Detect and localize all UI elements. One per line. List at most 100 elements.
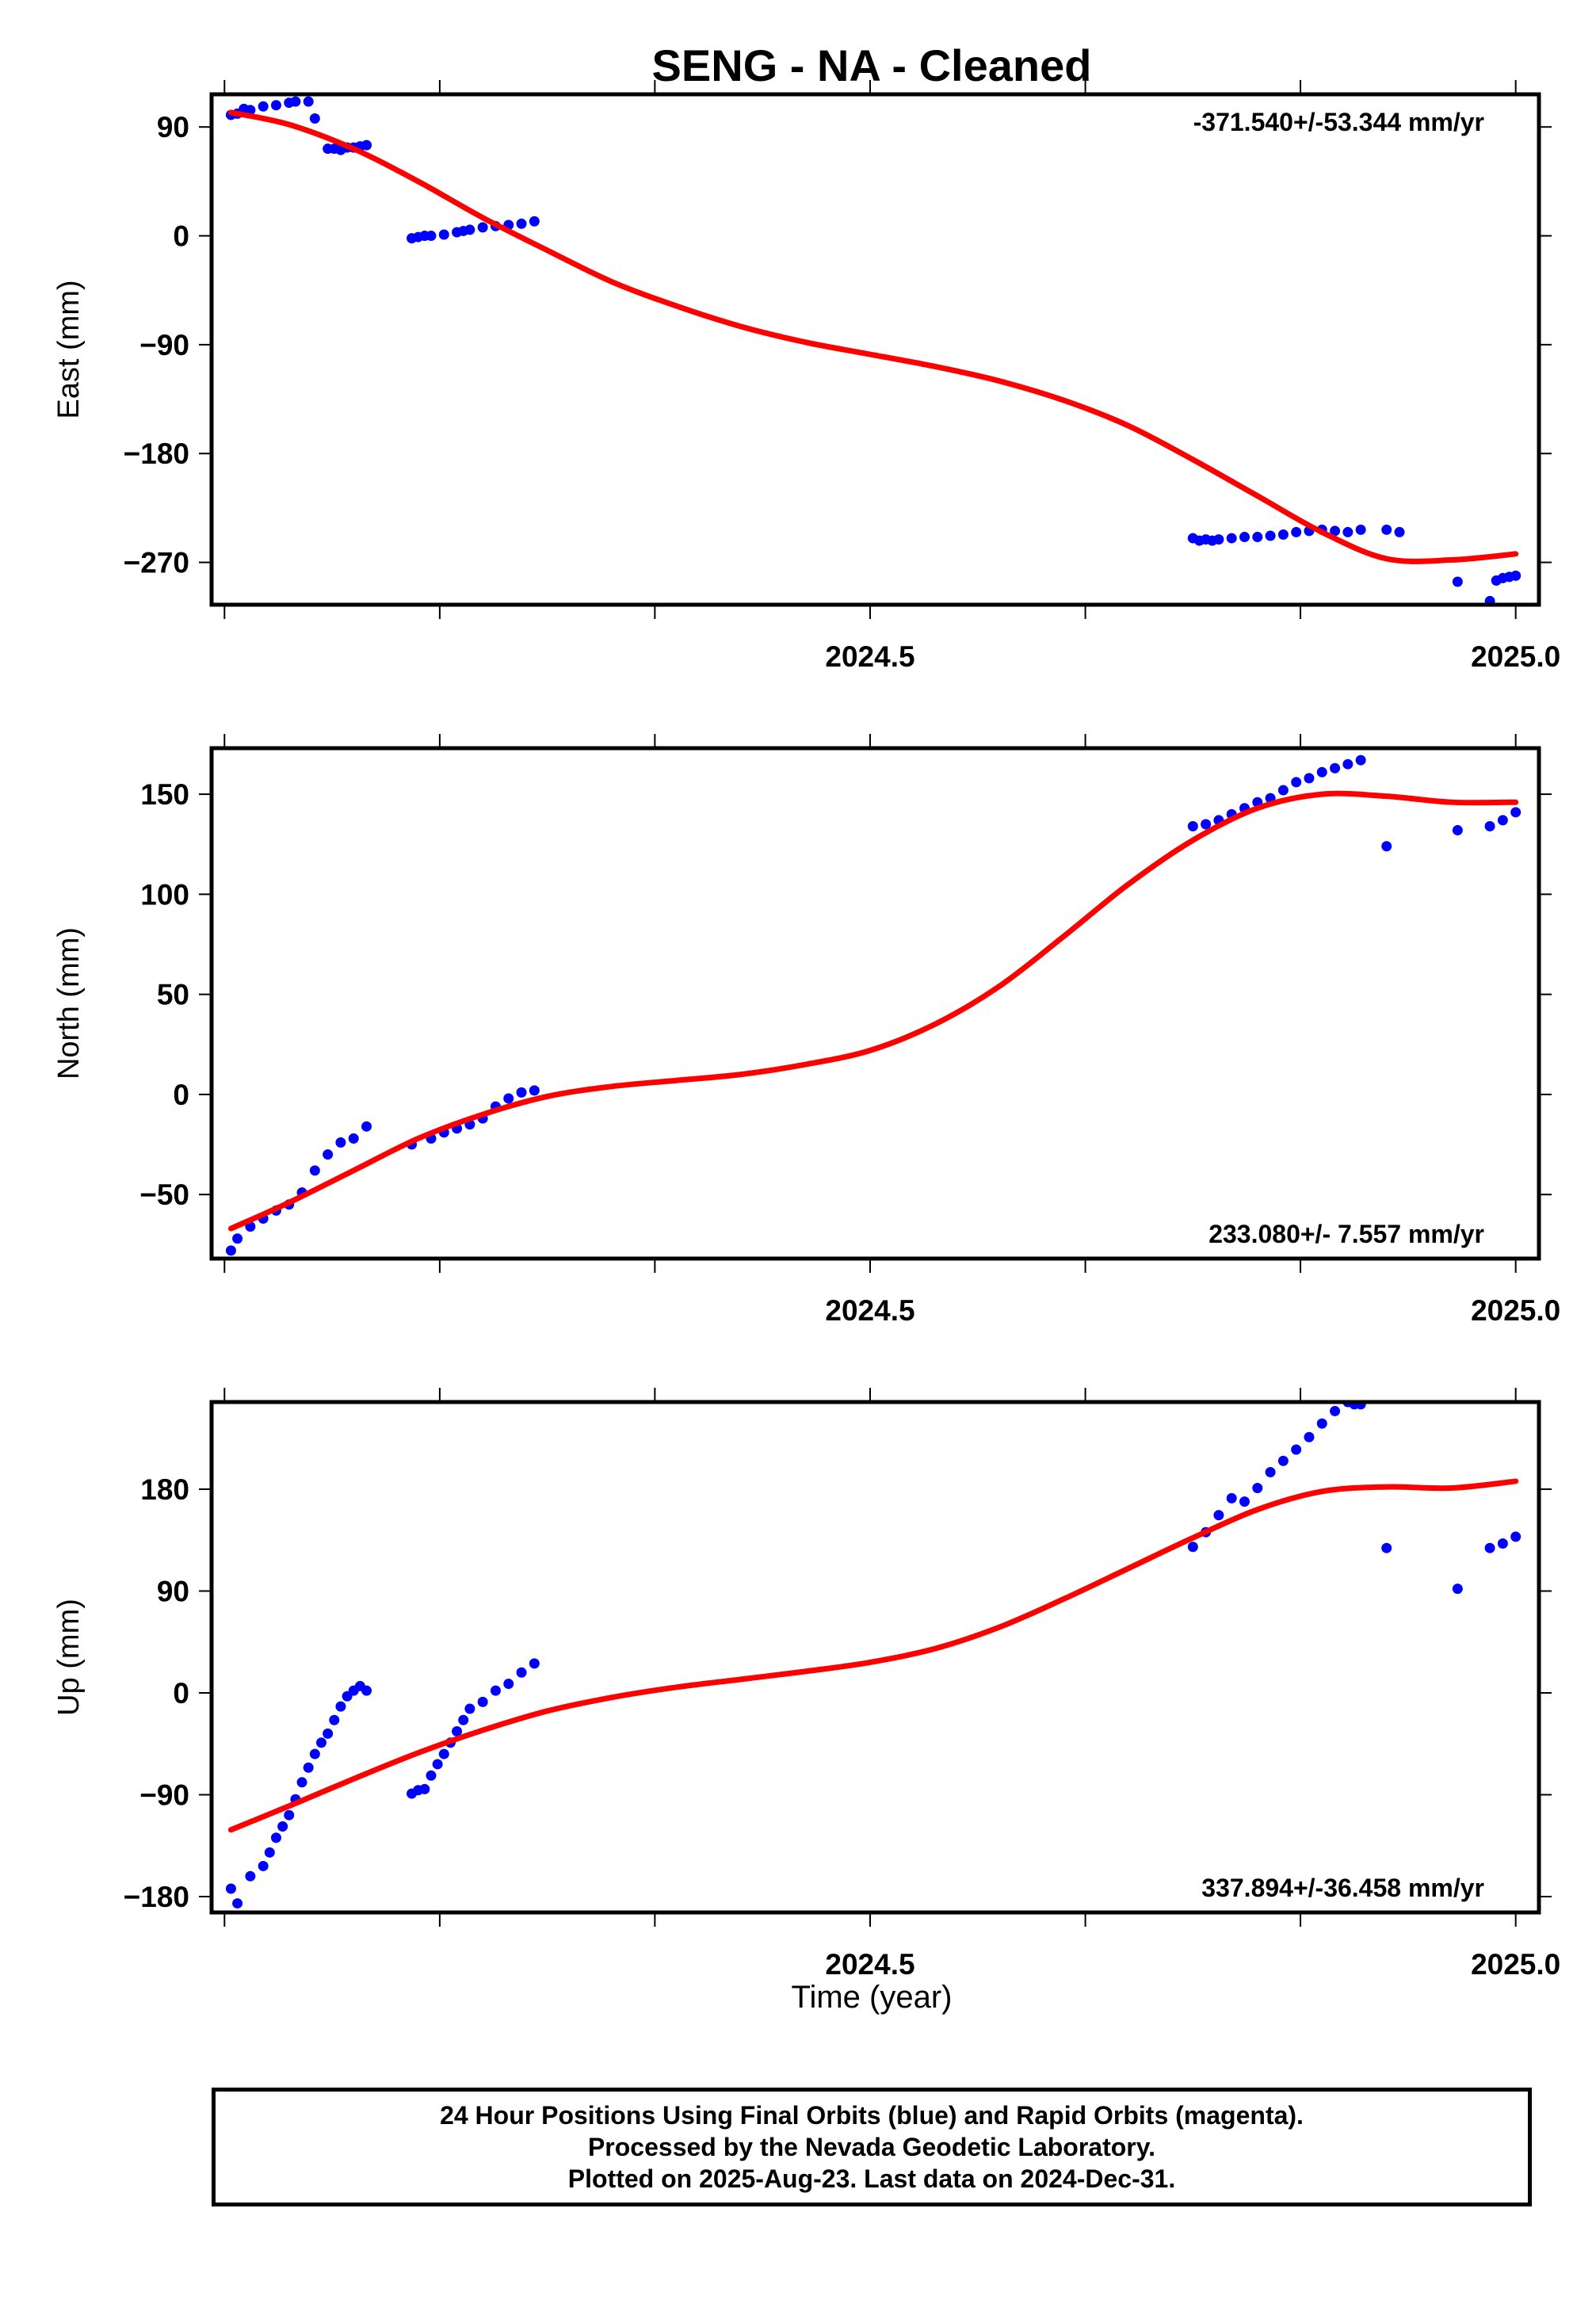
data-point (309, 1165, 320, 1176)
data-point (1484, 820, 1495, 831)
data-point (290, 96, 301, 107)
panel-east: 90 0 −90 −180 −270 2024.5 2025.0 East (mm) -371.… (52, 80, 1560, 673)
fit-curve (227, 1478, 1519, 1833)
data-point (1187, 1542, 1198, 1553)
data-point (1239, 532, 1250, 543)
data-point (1226, 1492, 1237, 1503)
y-tick-label: −270 (124, 547, 189, 579)
data-point (1381, 524, 1392, 535)
x-tick-label: 2024.5 (825, 1948, 914, 1981)
data-point (1484, 1542, 1495, 1553)
data-point (264, 1847, 275, 1858)
data-point (516, 1087, 527, 1098)
data-point (1277, 1455, 1289, 1466)
data-point (225, 1883, 236, 1894)
data-point (432, 1759, 443, 1770)
data-point (245, 105, 256, 116)
data-point (1265, 1467, 1276, 1478)
data-point (1330, 525, 1341, 537)
data-point (438, 1748, 449, 1759)
y-axis-label: East (mm) (52, 280, 86, 418)
data-point (1265, 530, 1276, 541)
plot-frame (209, 746, 1541, 1261)
y-tick-label: −90 (139, 1778, 189, 1811)
data-point (1291, 777, 1302, 788)
note-line-2: Processed by the Nevada Geodetic Laborat… (587, 2133, 1156, 2161)
x-tick-label: 2025.0 (1471, 1294, 1560, 1327)
y-axis-label: North (mm) (52, 927, 86, 1079)
data-point (258, 101, 269, 112)
velocity-rate-label: -371.540+/-53.344 mm/yr (1193, 108, 1484, 136)
data-point (335, 1701, 346, 1712)
y-tick-label: 150 (140, 778, 189, 811)
x-tick-label: 2024.5 (825, 1294, 914, 1327)
data-point (503, 1093, 514, 1104)
data-point (323, 1149, 334, 1160)
data-point (490, 1685, 501, 1696)
data-point (1510, 570, 1522, 581)
data-point (309, 113, 320, 124)
data-point (245, 1870, 256, 1882)
data-point (426, 1770, 437, 1781)
data-point (225, 1245, 236, 1256)
data-point (1277, 785, 1289, 796)
data-point (1239, 1496, 1250, 1507)
data-point (529, 1658, 540, 1669)
note-line-3: Plotted on 2025-Aug-23. Last data on 202… (567, 2164, 1176, 2193)
data-point (438, 229, 449, 240)
y-tick-label: −90 (139, 329, 189, 361)
data-point (1291, 526, 1302, 537)
data-point (1213, 1510, 1224, 1521)
data-point (1510, 807, 1522, 818)
data-point (464, 1703, 475, 1714)
data-point (329, 1714, 340, 1725)
data-point (1187, 820, 1198, 831)
data-point (1497, 1538, 1508, 1549)
data-point (277, 1821, 288, 1832)
processing-note-box: 24 Hour Positions Using Final Orbits (bl… (212, 2088, 1532, 2206)
data-point (1342, 758, 1354, 770)
panel-data (225, 755, 1522, 1256)
y-tick-label: 0 (173, 220, 189, 253)
data-point (516, 1667, 527, 1678)
data-point (315, 1737, 326, 1748)
data-point (1342, 526, 1354, 537)
panel-data (225, 96, 1522, 605)
data-point (1277, 529, 1289, 540)
data-point (1355, 524, 1366, 535)
chart-title: SENG - NA - Cleaned (652, 40, 1092, 90)
data-point (452, 1726, 463, 1737)
plot-frame (209, 92, 1541, 607)
x-tick-label: 2025.0 (1471, 640, 1560, 673)
data-point (270, 100, 281, 111)
data-point (1484, 595, 1495, 605)
x-tick-label: 2024.5 (825, 640, 914, 673)
data-point (477, 1696, 488, 1707)
data-point (303, 96, 314, 107)
data-point (361, 1685, 372, 1696)
x-axis-label: Time (year) (792, 1980, 953, 2015)
velocity-rate-label: 233.080+/- 7.557 mm/yr (1208, 1220, 1484, 1248)
data-point (419, 1783, 430, 1794)
plot-frame (209, 1400, 1541, 1915)
data-point (232, 1233, 243, 1244)
note-line-1: 24 Hour Positions Using Final Orbits (bl… (440, 2101, 1304, 2130)
fit-curve (227, 109, 1519, 564)
data-point (361, 139, 372, 151)
data-point (1452, 1584, 1463, 1595)
data-point (1316, 1418, 1327, 1429)
panels-group: 90 0 −90 −180 −270 2024.5 2025.0 East (mm) -371.… (52, 80, 1560, 1981)
x-tick-label: 2025.0 (1471, 1948, 1560, 1981)
data-point (1213, 534, 1224, 545)
data-point (1381, 841, 1392, 852)
y-tick-label: −180 (124, 1881, 189, 1913)
data-point (335, 1137, 346, 1148)
panel-north: 150 100 50 0 −50 2024.5 2025.0 North (mm) 233.08… (52, 734, 1560, 1327)
data-point (1291, 1444, 1302, 1455)
data-point (323, 1728, 334, 1739)
y-tick-label: 90 (157, 1575, 189, 1607)
data-point (464, 224, 475, 235)
panel-data (225, 1402, 1522, 1909)
panel-up: 180 90 0 −90 −180 2024.5 2025.0 Up (mm) 337.894+… (52, 1388, 1560, 1981)
y-axis-label: Up (mm) (52, 1599, 86, 1716)
